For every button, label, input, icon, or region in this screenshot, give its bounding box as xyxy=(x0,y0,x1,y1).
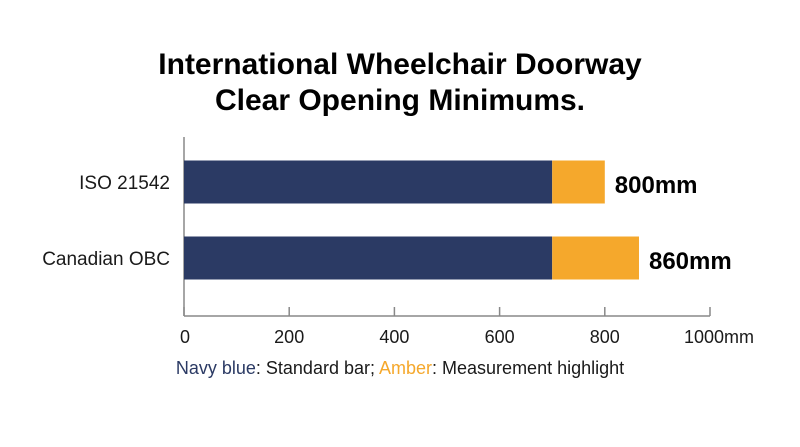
x-tick-label: 800 xyxy=(590,327,620,347)
category-label: ISO 21542 xyxy=(79,173,170,194)
bar-highlight xyxy=(552,236,639,280)
chart-title-line-2: Clear Opening Minimums. xyxy=(214,84,586,117)
x-tick-label: 400 xyxy=(379,327,409,347)
legend-color-name-navy: Navy blue xyxy=(175,358,256,378)
legend-sep-amber: : xyxy=(432,358,443,378)
chart-title: International Wheelchair Doorway Clear O… xyxy=(0,47,800,119)
legend-color-name-amber: Amber xyxy=(379,358,433,378)
legend-sep-navy: : xyxy=(255,358,266,378)
bar-standard xyxy=(184,236,553,280)
data-label: 860mm xyxy=(649,248,732,275)
chart-title-line-1: International Wheelchair Doorway xyxy=(158,48,642,81)
legend-text-navy: Standard bar; xyxy=(265,358,379,378)
legend: Navy blue: Standard bar; Amber: Measurem… xyxy=(0,358,800,379)
category-label: Canadian OBC xyxy=(42,249,170,270)
x-tick-label: 600 xyxy=(485,327,515,347)
bar-standard xyxy=(184,160,553,204)
x-tick-label: 0 xyxy=(180,327,190,347)
x-tick-label: 1000mm xyxy=(684,327,754,347)
legend-text-amber: Measurement highlight xyxy=(442,358,625,378)
bar-highlight xyxy=(552,160,605,204)
data-label: 800mm xyxy=(615,172,698,199)
x-tick-label: 200 xyxy=(274,327,304,347)
